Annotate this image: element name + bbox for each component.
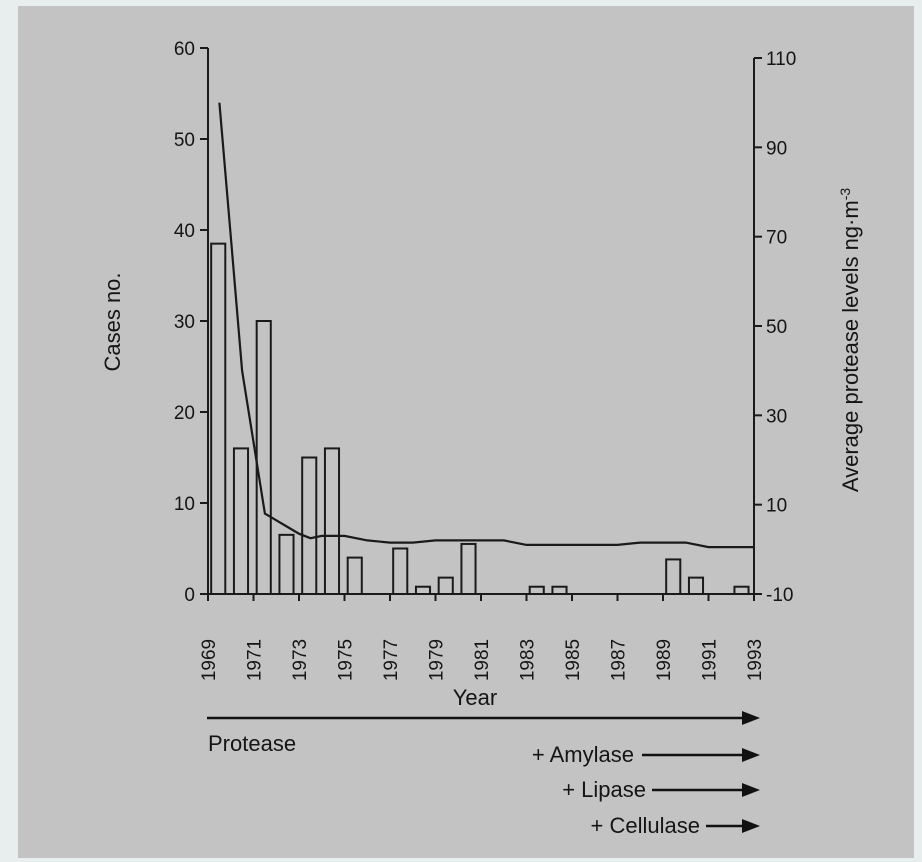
lipase-arrow-head [742, 783, 760, 797]
right-y-tick-label: -10 [766, 585, 793, 606]
right-y-tick-label: 110 [766, 49, 796, 70]
left-y-tick-label: 10 [174, 494, 195, 515]
cellulase-arrow-head [742, 819, 760, 833]
x-tick-label: 1985 [563, 639, 584, 681]
right-y-tick-label: 10 [766, 496, 787, 517]
protease-label: Protease [208, 731, 296, 756]
x-tick-label: 1975 [336, 639, 357, 681]
x-tick-label: 1981 [472, 639, 493, 681]
bar [301, 456, 318, 595]
x-ticks: 1969 1971 1973 1975 1977 1979 1981 1983 1985 1987… [199, 594, 766, 681]
left-y-tick-label: 20 [174, 403, 195, 424]
left-y-tick-label: 40 [174, 221, 195, 242]
bar [346, 556, 363, 595]
left-y-tick-label: 30 [174, 312, 195, 333]
enzyme-timeline: Protease + Amylase + Lipase + Cellulase [207, 711, 760, 838]
bar [460, 542, 477, 596]
protease-arrow-head [742, 711, 760, 725]
x-axis-title: Year [453, 685, 497, 710]
bar [733, 585, 750, 595]
x-tick-label: 1983 [518, 639, 539, 681]
x-tick-label: 1969 [199, 639, 220, 681]
x-tick-label: 1991 [700, 639, 721, 681]
right-y-tick-label: 50 [766, 317, 787, 338]
x-tick-label: 1971 [245, 639, 266, 681]
x-tick-label: 1973 [290, 639, 311, 681]
bar [414, 585, 432, 595]
x-tick-label: 1977 [381, 639, 402, 681]
bar [687, 576, 705, 595]
lipase-label: + Lipase [562, 777, 646, 802]
right-y-ticks: -10 10 30 50 70 90 110 [754, 49, 796, 606]
right-y-tick-label: 70 [766, 228, 787, 249]
amylase-label: + Amylase [532, 742, 634, 767]
x-tick-label: 1987 [609, 639, 630, 681]
bar [528, 585, 545, 595]
bar [437, 576, 454, 595]
amylase-arrow-head [742, 748, 760, 762]
bar [323, 447, 341, 595]
bar [392, 547, 409, 595]
left-y-ticks: 0 10 20 30 40 50 60 [174, 39, 208, 606]
left-axis-title: Cases no. [100, 272, 125, 371]
bar [551, 585, 568, 595]
left-y-tick-label: 0 [184, 585, 195, 606]
bar [210, 242, 227, 595]
bar [232, 447, 250, 595]
right-y-tick-label: 90 [766, 138, 787, 159]
bar [665, 558, 682, 595]
right-axis-title: Average protease levels ng·m-3 [837, 188, 863, 493]
left-y-tick-label: 60 [174, 39, 195, 60]
bar-series [210, 242, 750, 596]
bar [278, 533, 295, 595]
x-tick-label: 1989 [654, 639, 675, 681]
x-tick-label: 1979 [427, 639, 448, 681]
left-y-tick-label: 50 [174, 130, 195, 151]
x-tick-label: 1993 [745, 639, 766, 681]
right-axis-title-superscript: -3 [837, 188, 853, 201]
right-axis-title-text: Average protease levels ng·m [838, 200, 863, 492]
bar [255, 320, 272, 595]
figure-panel [18, 6, 914, 858]
cellulase-label: + Cellulase [591, 813, 700, 838]
protease-level-line [218, 102, 754, 549]
right-y-tick-label: 30 [766, 406, 787, 427]
